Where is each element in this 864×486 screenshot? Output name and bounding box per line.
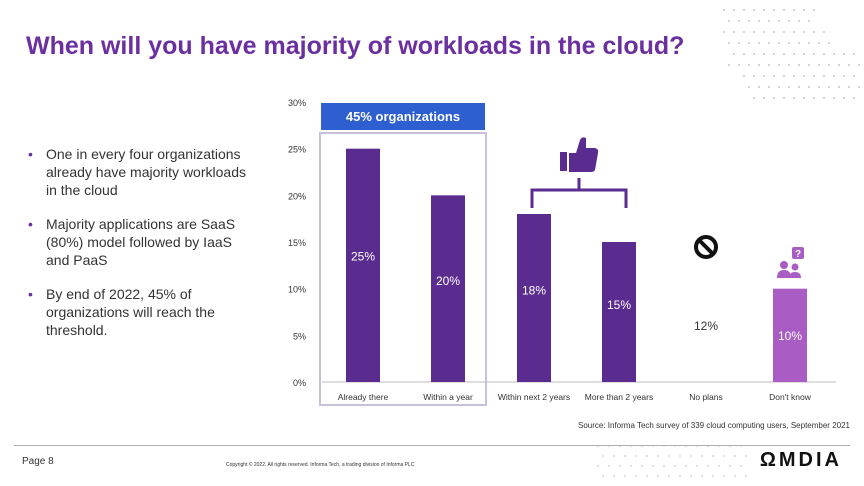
bracket <box>530 178 628 208</box>
callout-banner <box>321 103 485 130</box>
y-tick-label: 25% <box>288 145 306 155</box>
svg-text:?: ? <box>795 249 801 260</box>
bar <box>517 214 551 382</box>
bar <box>602 242 636 382</box>
category-label: Don't know <box>769 392 812 402</box>
bar <box>346 148 380 382</box>
dot-pattern-decoration <box>722 8 861 100</box>
category-label: Within next 2 years <box>498 392 570 402</box>
y-tick-label: 5% <box>293 331 306 341</box>
y-tick-label: 30% <box>288 98 306 108</box>
callout-frame <box>319 132 487 406</box>
footer-divider <box>14 445 850 446</box>
bullet-item: • By end of 2022, 45% of organizations wi… <box>28 286 215 338</box>
category-label: Already there <box>338 392 389 402</box>
data-label: 18% <box>522 284 546 298</box>
dot-pattern-decoration <box>597 445 747 477</box>
prohibited-icon <box>694 235 718 259</box>
data-label: 10% <box>778 329 802 343</box>
bar <box>773 288 807 382</box>
category-label: Within a year <box>423 392 473 402</box>
data-label: 25% <box>351 250 375 264</box>
omdia-logo: ΩMDIA <box>759 449 842 471</box>
page-number: Page 8 <box>22 456 54 467</box>
category-label: More than 2 years <box>585 392 654 402</box>
y-tick-label: 20% <box>288 191 306 201</box>
copyright-text: Copyright © 2022. All rights reserved. I… <box>226 462 415 468</box>
bar <box>431 195 465 382</box>
data-label: 20% <box>436 274 460 288</box>
data-label: 12% <box>694 319 718 333</box>
people-question-icon: ? <box>777 247 804 278</box>
bullet-list: • One in every four organizations already… <box>24 145 259 355</box>
source-note: Source: Informa Tech survey of 339 cloud… <box>577 421 850 430</box>
bullet-item: • One in every four organizations already… <box>28 146 246 198</box>
callout-label: 45% organizations <box>346 109 460 124</box>
y-tick-label: 15% <box>288 238 306 248</box>
data-label: 15% <box>607 298 631 312</box>
slide-title: When will you have majority of workloads… <box>26 32 685 60</box>
thumbs-up-icon <box>560 137 599 172</box>
category-label: No plans <box>689 392 723 402</box>
y-tick-label: 0% <box>293 378 306 388</box>
y-tick-label: 10% <box>288 285 306 295</box>
bullet-item: • Majority applications are SaaS (80%) mo… <box>28 216 236 268</box>
